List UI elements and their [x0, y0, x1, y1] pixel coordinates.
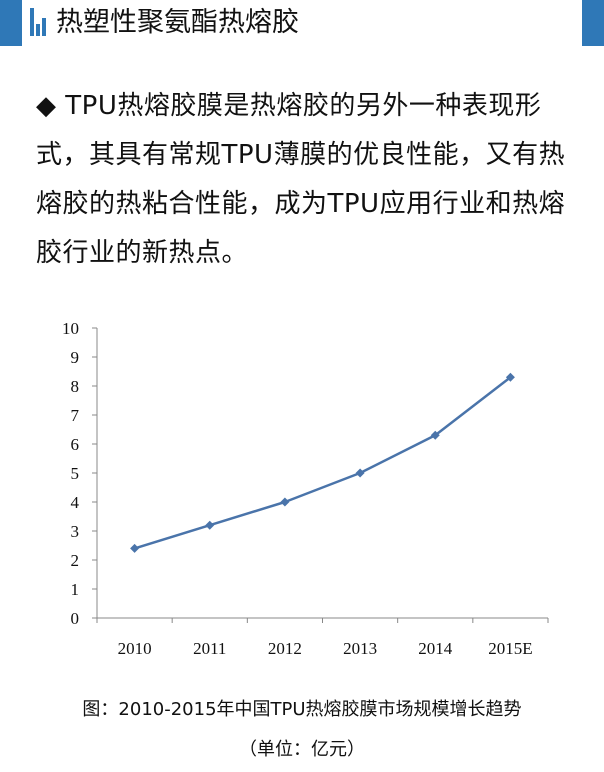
y-tick-label: 9 — [71, 348, 80, 367]
x-tick-label: 2011 — [193, 639, 226, 658]
y-tick-label: 0 — [71, 609, 80, 628]
y-tick-label: 10 — [62, 319, 79, 338]
chart: 0 1 2 3 4 5 6 7 8 9 10 2010 2011 2012 2013 2014 2015E — [0, 300, 604, 680]
y-tick-label: 3 — [71, 522, 80, 541]
header-accent-left — [0, 0, 22, 46]
x-tick-label: 2015E — [488, 639, 532, 658]
y-tick-label: 4 — [71, 493, 80, 512]
x-tick-label: 2010 — [118, 639, 152, 658]
chart-caption-unit: （单位：亿元） — [239, 739, 365, 760]
page-title: 热塑性聚氨酯热熔胶 — [56, 7, 299, 38]
series-line — [134, 376, 512, 550]
y-tick-label: 8 — [71, 377, 80, 396]
y-tick-label: 5 — [71, 464, 80, 483]
data-point — [505, 372, 515, 382]
bar-chart-icon — [30, 8, 46, 36]
y-tick-label: 7 — [71, 406, 80, 425]
x-tick-label: 2012 — [268, 639, 302, 658]
data-point — [205, 520, 215, 530]
chart-caption: 图：2010-2015年中国TPU热熔胶膜市场规模增长趋势 — [82, 699, 522, 720]
data-point — [130, 543, 140, 553]
line-chart: 0 1 2 3 4 5 6 7 8 9 10 2010 2011 2012 2013 2014 2015E — [62, 319, 549, 658]
data-point — [280, 497, 290, 507]
y-tick-label: 2 — [71, 551, 80, 570]
header-bar — [0, 0, 604, 46]
data-point — [430, 430, 440, 440]
body-paragraph: ◆ TPU热熔胶膜是热熔胶的另外一种表现形式，其具有常规TPU薄膜的优良性能，又… — [36, 91, 566, 268]
y-tick-label: 6 — [71, 435, 80, 454]
x-tick-label: 2013 — [343, 639, 377, 658]
data-point — [355, 468, 365, 478]
header-accent-right — [582, 0, 604, 46]
y-tick-label: 1 — [71, 580, 80, 599]
x-tick-label: 2014 — [418, 639, 453, 658]
